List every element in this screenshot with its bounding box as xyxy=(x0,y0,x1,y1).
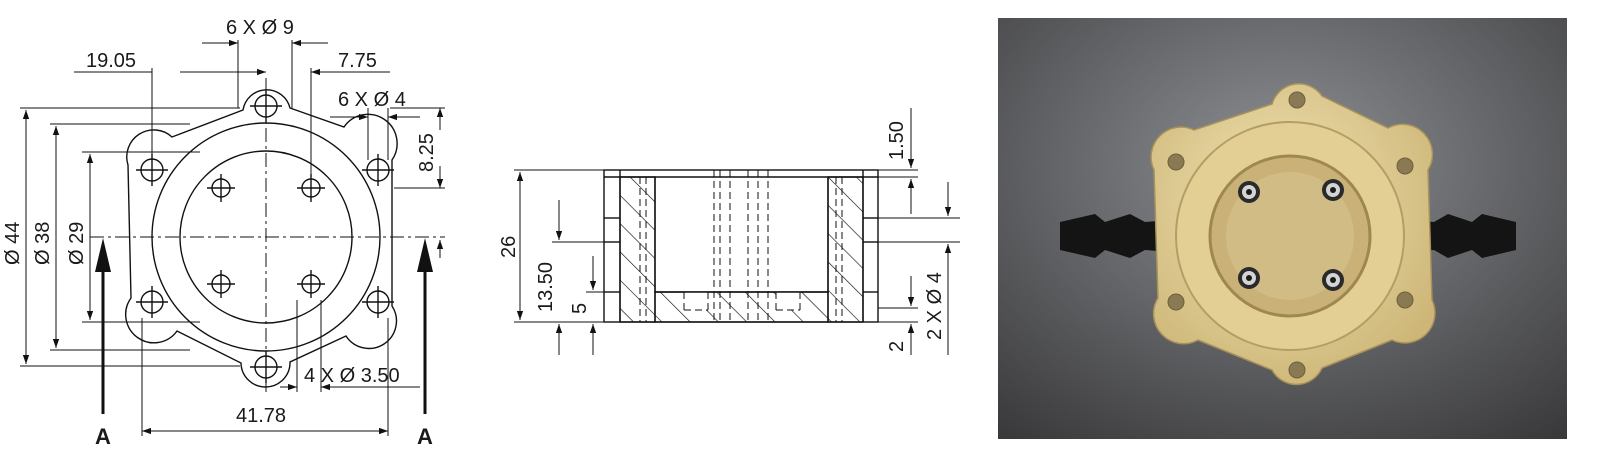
dim-8-25: 8.25 xyxy=(416,133,438,172)
top-view xyxy=(20,39,445,436)
dim-26: 26 xyxy=(498,236,520,258)
hidden-lines xyxy=(639,170,843,322)
dim-1-50: 1.50 xyxy=(886,121,908,160)
dim-5: 5 xyxy=(569,303,591,314)
dim-13-50: 13.50 xyxy=(535,262,557,312)
photo-pins xyxy=(1238,179,1344,291)
section-label-right: A xyxy=(417,424,433,449)
pin-holes xyxy=(207,174,325,298)
hose-barbs xyxy=(1060,214,1516,258)
section-extension-lines xyxy=(514,169,960,323)
dim-7-75: 7.75 xyxy=(338,50,377,72)
hatched-regions xyxy=(619,176,864,323)
product-photo xyxy=(998,18,1567,439)
section-dimension-lines xyxy=(516,108,952,355)
dim-dia-38: Ø 38 xyxy=(32,222,54,265)
dimension-lines xyxy=(22,39,444,435)
inner-cavity xyxy=(654,177,829,293)
photo-mounting-holes xyxy=(1167,91,1414,379)
section-outline xyxy=(603,169,879,323)
section-arrows xyxy=(95,238,433,414)
dim-4x3-50-holes: 4 X Ø 3.50 xyxy=(304,365,400,387)
section-label-left: A xyxy=(95,424,111,449)
flange-outline xyxy=(125,89,398,388)
dim-dia-29: Ø 29 xyxy=(66,222,88,265)
dim-2: 2 xyxy=(886,341,908,352)
dim-19-05: 19.05 xyxy=(86,50,136,72)
section-view xyxy=(514,108,960,355)
dim-6x4-holes: 6 X Ø 4 xyxy=(338,89,406,111)
dim-6x9-holes: 6 X Ø 9 xyxy=(226,17,294,39)
dim-41-78: 41.78 xyxy=(236,405,286,427)
dim-2x4-holes: 2 X Ø 4 xyxy=(924,272,946,340)
extension-lines xyxy=(20,40,445,436)
mounting-holes xyxy=(136,90,394,383)
dim-dia-44: Ø 44 xyxy=(2,222,24,265)
